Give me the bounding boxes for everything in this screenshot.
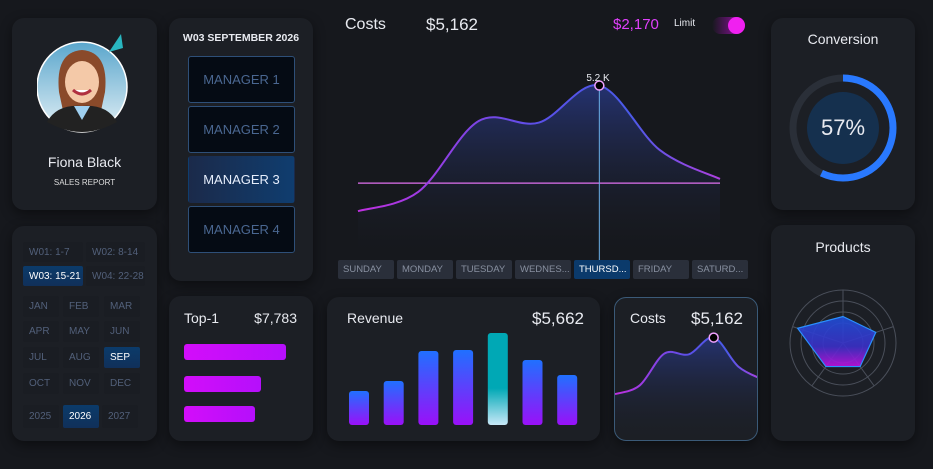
profile-card: Fiona Black SALES REPORT [12, 18, 157, 210]
top1-bar-3 [184, 406, 256, 422]
avatar [37, 34, 128, 133]
calendar-panel: W01: 1-7 W02: 8-14 W03: 15-21 W04: 22-28… [12, 226, 157, 441]
week-4-button[interactable]: W04: 22-28 [86, 266, 145, 286]
month-oct-button[interactable]: OCT [23, 373, 59, 394]
revenue-bar-1 [383, 381, 404, 425]
area-fill [615, 337, 757, 440]
day-tab-2[interactable]: TUESDAY [456, 260, 512, 279]
area-fill [358, 85, 720, 253]
day-tab-1[interactable]: MONDAY [397, 260, 453, 279]
month-nov-button[interactable]: NOV [63, 373, 99, 394]
top1-label: Top-1 [184, 310, 220, 326]
month-jun-button[interactable]: JUN [104, 321, 140, 342]
limit-toggle[interactable] [712, 17, 745, 34]
peak-marker [708, 332, 719, 343]
day-tab-4[interactable]: THURSD... [574, 260, 630, 279]
manager-4-button[interactable]: MANAGER 4 [188, 206, 295, 253]
month-sep-button[interactable]: SEP [104, 347, 140, 368]
manager-panel: W03 SEPTEMBER 2026 MANAGER 1 MANAGER 2 M… [169, 18, 313, 281]
month-apr-button[interactable]: APR [23, 321, 59, 342]
revenue-bar-5 [522, 360, 543, 425]
products-radar-chart [789, 289, 897, 397]
costs-mini-card[interactable]: Costs $5,162 [614, 297, 758, 441]
series-line [357, 84, 721, 213]
day-tab-0[interactable]: SUNDAY [338, 260, 394, 279]
donut-progress [789, 74, 897, 182]
year-2027-button[interactable]: 2027 [102, 405, 138, 428]
year-2026-button[interactable]: 2026 [63, 405, 99, 428]
limit-label: Limit [674, 18, 696, 29]
revenue-title: Revenue [347, 310, 404, 326]
month-jul-button[interactable]: JUL [23, 347, 59, 368]
conversion-card: Conversion 57% [771, 18, 915, 210]
costs-area-chart [357, 80, 721, 260]
day-tab-5[interactable]: FRIDAY [633, 260, 689, 279]
top1-bar-1 [184, 344, 286, 360]
week-2-button[interactable]: W02: 8-14 [86, 242, 145, 262]
conversion-title: Conversion [807, 31, 879, 47]
month-feb-button[interactable]: FEB [63, 296, 99, 317]
peak-label: 5.2 K [586, 73, 610, 84]
arrow-up-icon [109, 34, 123, 52]
radar-area [796, 315, 877, 368]
revenue-card: Revenue $5,662 [327, 297, 600, 441]
costs-mini-value: $5,162 [691, 309, 743, 328]
month-jan-button[interactable]: JAN [23, 296, 59, 317]
month-mar-button[interactable]: MAR [104, 296, 140, 317]
peak-marker [594, 80, 605, 91]
manager-3-button[interactable]: MANAGER 3 [188, 156, 295, 203]
revenue-bar-3 [453, 350, 474, 425]
products-title: Products [815, 239, 871, 255]
month-dec-button[interactable]: DEC [104, 373, 140, 394]
manager-1-button[interactable]: MANAGER 1 [188, 56, 295, 103]
costs-mini-title: Costs [630, 310, 666, 326]
revenue-bar-2 [418, 351, 439, 425]
period-label: W03 SEPTEMBER 2026 [182, 32, 300, 44]
costs-title: Costs [345, 16, 386, 33]
top1-card: Top-1 $7,783 [169, 296, 313, 441]
week-1-button[interactable]: W01: 1-7 [23, 242, 83, 262]
revenue-bar-0 [349, 391, 369, 425]
top1-value: $7,783 [254, 310, 297, 326]
top1-bar-2 [184, 376, 261, 392]
year-2025-button[interactable]: 2025 [23, 405, 59, 428]
revenue-bar-chart [349, 333, 578, 425]
donut-center [807, 92, 879, 164]
revenue-bar-6 [557, 375, 578, 425]
limit-value: $2,170 [613, 16, 659, 33]
month-may-button[interactable]: MAY [63, 321, 99, 342]
revenue-value: $5,662 [532, 309, 584, 328]
conversion-donut [789, 74, 897, 182]
series-line [615, 336, 757, 396]
day-tab-6[interactable]: SATURD... [692, 260, 748, 279]
costs-value: $5,162 [426, 15, 478, 34]
products-card: Products [771, 225, 915, 441]
manager-2-button[interactable]: MANAGER 2 [188, 106, 295, 153]
toggle-knob [728, 17, 745, 34]
day-tab-3[interactable]: WEDNES... [515, 260, 571, 279]
profile-name: Fiona Black [47, 154, 122, 170]
month-aug-button[interactable]: AUG [63, 347, 99, 368]
revenue-bar-4 [487, 333, 508, 425]
week-3-button[interactable]: W03: 15-21 [23, 266, 83, 286]
profile-subtitle: SALES REPORT [53, 178, 116, 187]
costs-mini-chart [615, 332, 757, 440]
conversion-value: 57% [820, 115, 866, 140]
